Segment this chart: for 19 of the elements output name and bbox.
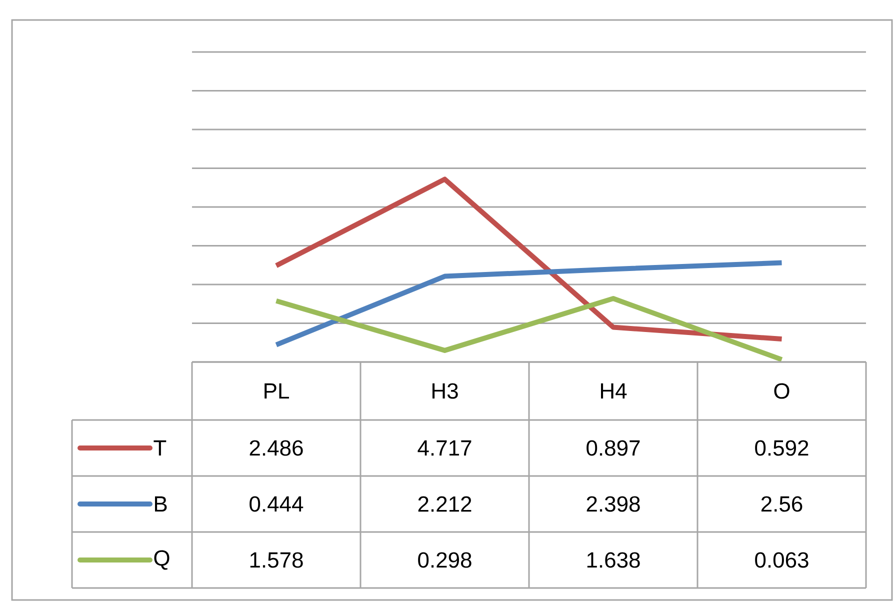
data-label: 2.486 [250,440,303,456]
data-label: 0.592 [755,440,808,456]
data-label: 2.212 [418,496,472,512]
legend-label: Q [154,550,170,570]
data-label: 1.638 [587,552,640,568]
x-tick-label: H4 [600,383,627,399]
x-tick-label: H3 [432,383,458,399]
data-label: 2.398 [586,496,640,512]
x-tick-label: O [774,383,790,399]
data-label: 0.298 [418,552,472,568]
x-tick-label: PL [264,383,289,399]
data-label: 1.578 [250,552,303,568]
data-label: 0.444 [250,496,304,512]
data-label: 0.897 [586,440,640,456]
data-label: 4.717 [418,440,472,456]
data-label: 2.56 [761,496,802,512]
legend-label: B [155,496,167,512]
data-label: 0.063 [755,552,808,568]
legend-label: T [154,440,166,456]
